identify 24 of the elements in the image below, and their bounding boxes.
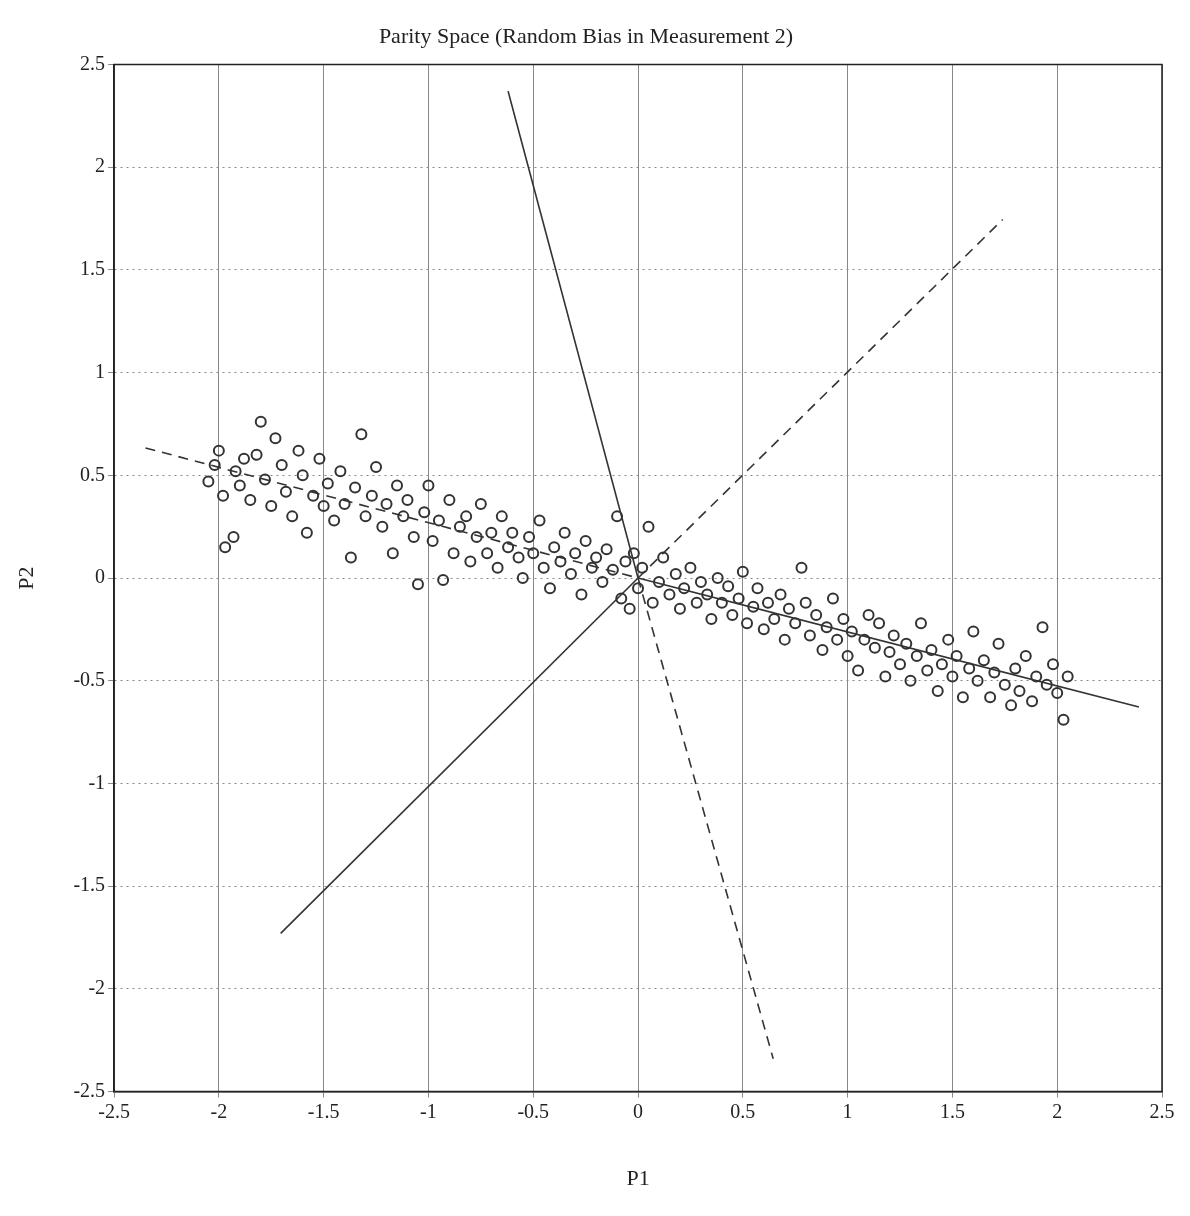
x-tick-label: -2	[210, 1099, 228, 1122]
y-tick-label: -0.5	[73, 667, 106, 690]
y-tick-label: 0.5	[80, 462, 106, 485]
x-axis-title: P1	[626, 1164, 650, 1190]
x-tick-label: -1	[420, 1099, 437, 1122]
x-tick-label: 0.5	[730, 1099, 756, 1122]
x-tick-label: 2	[1052, 1099, 1063, 1122]
x-tick-label: 0	[633, 1099, 644, 1122]
chart-title: Parity Space (Random Bias in Measurement 2)	[378, 22, 794, 48]
x-tick-label: 2.5	[1149, 1099, 1175, 1122]
y-tick-label: 1.5	[80, 257, 106, 280]
y-tick-label: 0	[95, 565, 106, 588]
y-tick-label: 1	[95, 359, 106, 382]
y-tick-label: -2	[88, 976, 106, 999]
x-tick-label: 1	[842, 1099, 853, 1122]
y-tick-label: -1	[88, 770, 106, 793]
x-tick-label: -1.5	[307, 1099, 340, 1122]
y-tick-label: 2	[95, 154, 106, 177]
y-axis-title: P2	[12, 566, 38, 590]
x-tick-label: 1.5	[939, 1099, 965, 1122]
y-tick-label: -2.5	[73, 1078, 106, 1101]
x-tick-label: -0.5	[517, 1099, 550, 1122]
y-tick-label: -1.5	[73, 873, 106, 896]
y-tick-label: 2.5	[80, 51, 106, 74]
